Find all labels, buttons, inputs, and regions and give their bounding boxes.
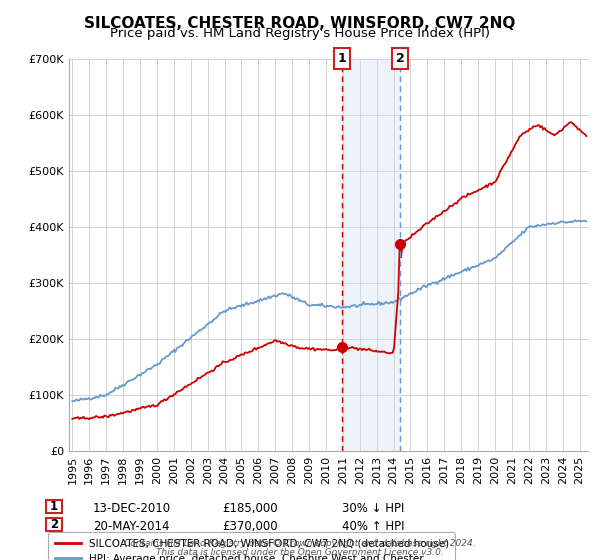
Text: 40% ↑ HPI: 40% ↑ HPI <box>342 520 404 533</box>
Text: Price paid vs. HM Land Registry's House Price Index (HPI): Price paid vs. HM Land Registry's House … <box>110 27 490 40</box>
Text: 2: 2 <box>395 52 404 66</box>
Text: 30% ↓ HPI: 30% ↓ HPI <box>342 502 404 515</box>
Text: This data is licensed under the Open Government Licence v3.0.: This data is licensed under the Open Gov… <box>156 548 444 557</box>
Legend: SILCOATES, CHESTER ROAD, WINSFORD, CW7 2NQ (detached house), HPI: Average price,: SILCOATES, CHESTER ROAD, WINSFORD, CW7 2… <box>48 533 455 560</box>
Text: £185,000: £185,000 <box>222 502 278 515</box>
Text: SILCOATES, CHESTER ROAD, WINSFORD, CW7 2NQ: SILCOATES, CHESTER ROAD, WINSFORD, CW7 2… <box>85 16 515 31</box>
Text: 2: 2 <box>50 518 58 531</box>
Bar <box>342 59 400 451</box>
Text: 13-DEC-2010: 13-DEC-2010 <box>93 502 171 515</box>
Text: Contains HM Land Registry data © Crown copyright and database right 2024.: Contains HM Land Registry data © Crown c… <box>124 539 476 548</box>
Text: 1: 1 <box>50 500 58 514</box>
FancyBboxPatch shape <box>46 518 62 531</box>
FancyBboxPatch shape <box>46 500 62 514</box>
Text: 1: 1 <box>338 52 346 66</box>
Text: £370,000: £370,000 <box>222 520 278 533</box>
Text: 20-MAY-2014: 20-MAY-2014 <box>93 520 170 533</box>
